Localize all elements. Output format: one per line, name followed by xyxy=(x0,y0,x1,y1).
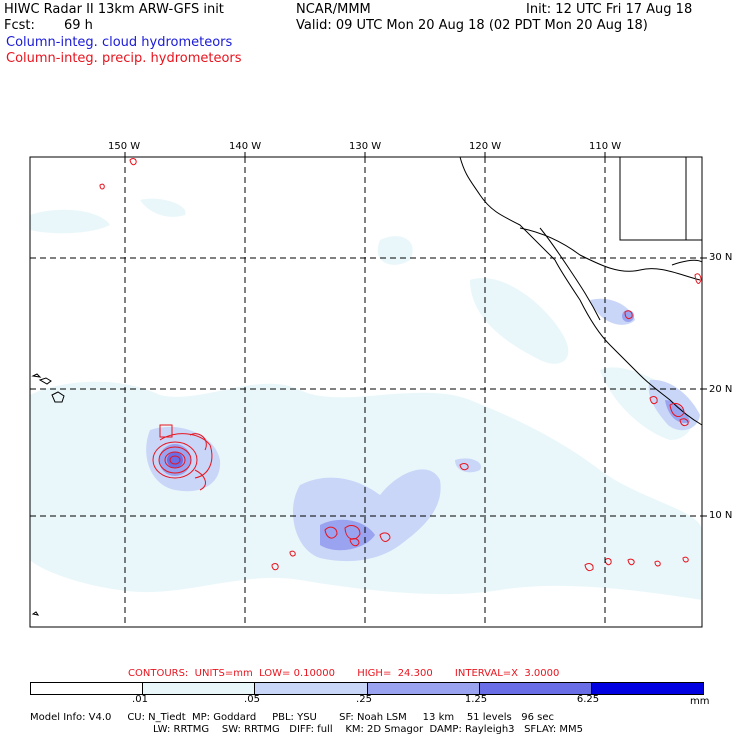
colorbar-tick-2: .25 xyxy=(356,694,372,705)
precip-contours xyxy=(99,158,702,572)
plot-title: HIWC Radar II 13km ARW-GFS init xyxy=(4,2,224,17)
lat-label-20n: 20 N xyxy=(709,384,733,395)
colorbar-tick-0: .01 xyxy=(132,694,148,705)
colorbar-units: mm xyxy=(690,696,710,707)
model-info-line1: Model Info: V4.0 CU: N_Tiedt MP: Goddard… xyxy=(30,712,555,723)
colorbar-segment-5 xyxy=(591,683,704,694)
colorbar-segment-1 xyxy=(143,683,256,694)
model-info-line2: LW: RRTMG SW: RRTMG DIFF: full KM: 2D Sm… xyxy=(153,724,583,735)
lon-label-130w: 130 W xyxy=(349,141,382,152)
lon-label-110w: 110 W xyxy=(589,141,622,152)
hawaii-islands xyxy=(31,373,65,616)
colorbar-tick-1: .05 xyxy=(244,694,260,705)
map-ticks xyxy=(124,152,707,517)
cloud-shading-core xyxy=(167,452,183,468)
organization-label: NCAR/MMM xyxy=(296,2,371,17)
colorbar-segment-3 xyxy=(367,683,480,694)
coastline xyxy=(459,156,703,426)
lon-label-140w: 140 W xyxy=(229,141,262,152)
map-frame xyxy=(29,156,703,628)
colorbar xyxy=(30,682,704,695)
colorbar-tick-4: 6.25 xyxy=(576,694,600,705)
lat-label-30n: 30 N xyxy=(709,252,733,263)
forecast-label: Fcst: xyxy=(4,18,35,33)
valid-time: Valid: 09 UTC Mon 20 Aug 18 (02 PDT Mon … xyxy=(296,18,648,33)
colorbar-segment-0 xyxy=(31,683,144,694)
init-time: Init: 12 UTC Fri 17 Aug 18 xyxy=(526,2,693,17)
forecast-hour: 69 h xyxy=(64,18,93,33)
lon-label-150w: 150 W xyxy=(108,141,141,152)
contour-info: CONTOURS: UNITS=mm LOW= 0.10000 HIGH= 24… xyxy=(128,668,560,679)
field-precip-label: Column-integ. precip. hydrometeors xyxy=(6,51,242,66)
field-cloud-label: Column-integ. cloud hydrometeors xyxy=(6,35,233,50)
lat-label-10n: 10 N xyxy=(709,510,733,521)
colorbar-tick-3: 1.25 xyxy=(464,694,488,705)
colorbar-segment-2 xyxy=(255,683,368,694)
lon-label-120w: 120 W xyxy=(469,141,502,152)
colorbar-segment-4 xyxy=(479,683,592,694)
lat-lon-grid xyxy=(30,157,702,627)
